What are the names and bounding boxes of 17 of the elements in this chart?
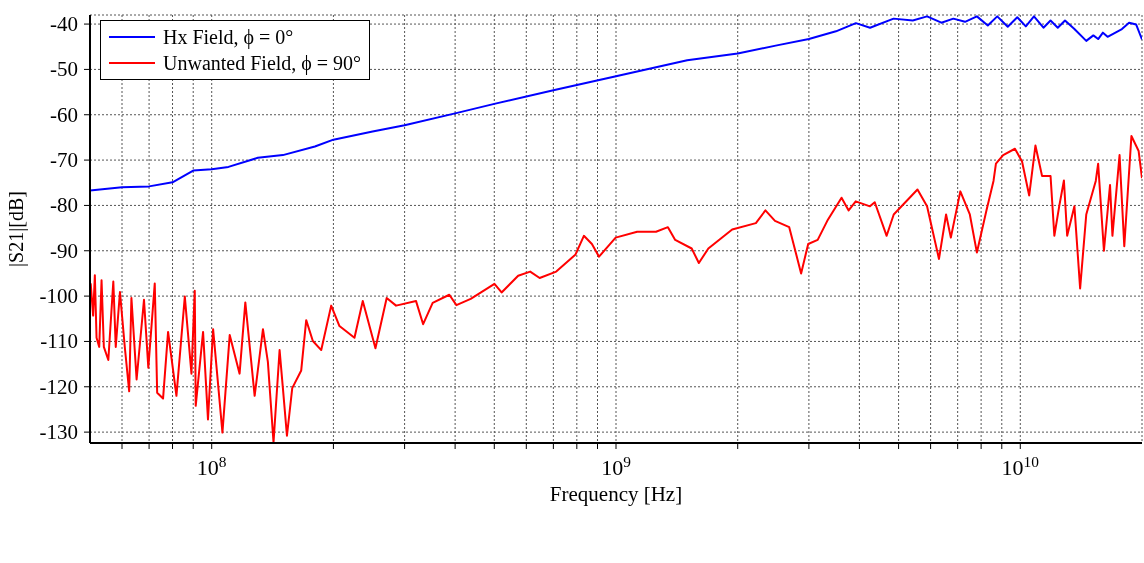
legend-label: Hx Field, ϕ = 0° <box>163 25 294 50</box>
y-axis-title: |S21|[dB] <box>5 191 29 267</box>
y-tick-label: -90 <box>50 238 78 263</box>
x-tick-label: 10$^{10}$ <box>1001 452 1040 480</box>
y-tick-label: -60 <box>50 102 78 127</box>
legend-label: Unwanted Field, ϕ = 90° <box>163 51 362 76</box>
y-tick-label: -50 <box>50 57 78 82</box>
y-tick-label: -70 <box>50 148 78 173</box>
y-tick-label: -120 <box>39 374 78 399</box>
y-tick-label: -110 <box>40 329 78 354</box>
x-tick-label: 10$^{9}$ <box>601 452 632 480</box>
y-tick-label: -40 <box>50 12 78 37</box>
x-axis-title: Frequency [Hz] <box>549 482 683 506</box>
y-tick-label: -130 <box>39 420 78 445</box>
x-tick-label: 10$^{8}$ <box>196 452 227 480</box>
y-tick-label: -100 <box>39 284 78 309</box>
y-tick-label: -80 <box>50 193 78 218</box>
